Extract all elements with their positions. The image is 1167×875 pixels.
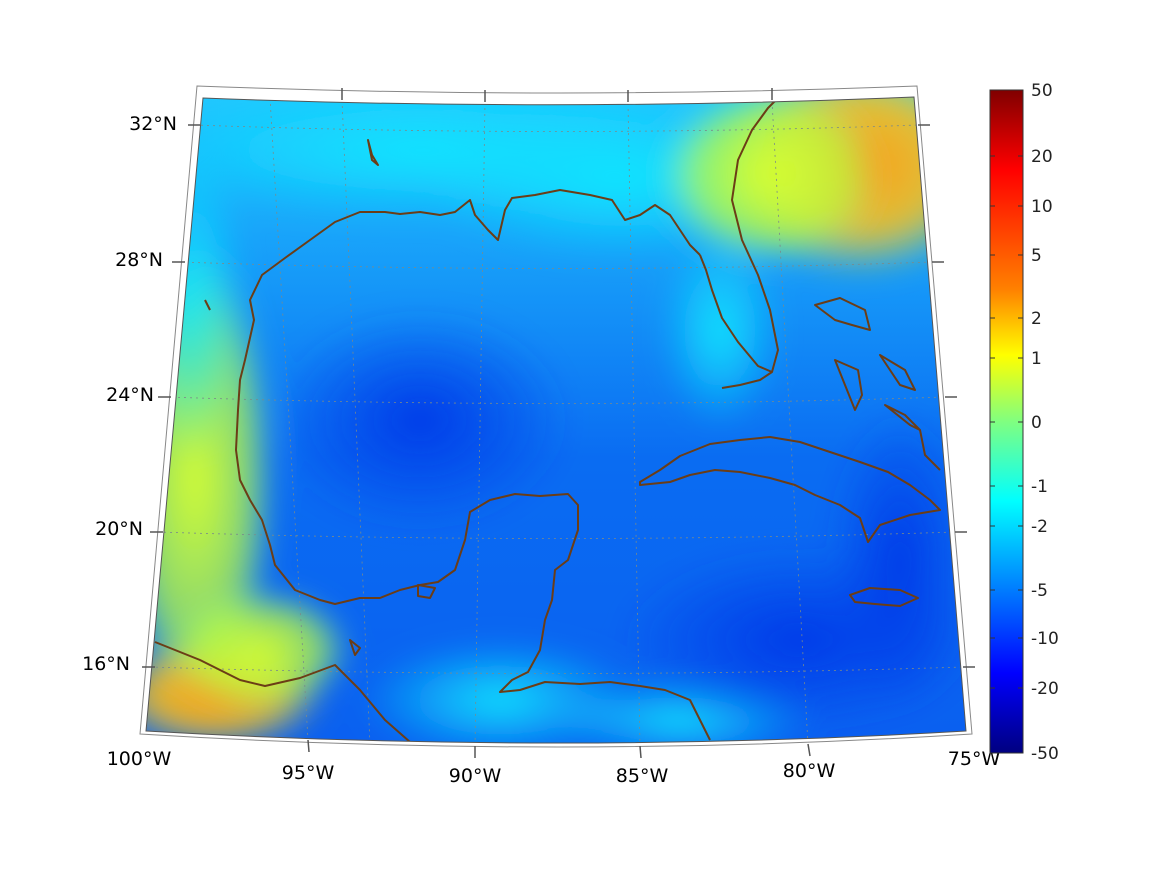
colorbar-scale: [989, 89, 1024, 754]
lon-label-100: 100°W: [107, 748, 172, 770]
lat-label-20: 20°N: [95, 518, 143, 540]
lon-label-80: 80°W: [783, 760, 836, 782]
colorbar-tick-label: -10: [1031, 629, 1059, 649]
lon-label-95: 95°W: [282, 762, 335, 784]
colorbar-tick-label: 5: [1031, 246, 1042, 266]
lon-label-85: 85°W: [616, 765, 669, 787]
lat-label-24: 24°N: [106, 384, 154, 406]
lon-label-90: 90°W: [449, 765, 502, 787]
colorbar-tick-label: -1: [1031, 477, 1048, 497]
lon-label-75: 75°W: [948, 748, 1001, 770]
longitude-labels: 100°W 95°W 90°W 85°W 80°W 75°W: [107, 748, 1001, 787]
lat-label-16: 16°N: [82, 653, 130, 675]
lat-label-32: 32°N: [129, 113, 177, 135]
latitude-labels: 32°N 28°N 24°N 20°N 16°N: [82, 113, 177, 675]
colorbar-tick-label: 0: [1031, 413, 1042, 433]
colorbar-tick-label: 1: [1031, 349, 1042, 369]
colorbar-tick-label: 50: [1031, 81, 1053, 101]
data-field: [146, 97, 966, 743]
lat-label-28: 28°N: [115, 249, 163, 271]
coastlines: [154, 97, 941, 743]
colorbar-tick-label: -20: [1031, 679, 1059, 699]
colorbar-tick-label: 10: [1031, 197, 1053, 217]
colorbar-tick-label: 20: [1031, 147, 1053, 167]
colorbar-tick-label: -2: [1031, 517, 1048, 537]
colorbar-tick-label: -5: [1031, 581, 1048, 601]
graticule: [149, 97, 964, 743]
colorbar-tick-label: 2: [1031, 309, 1042, 329]
colorbar-tick-label: -50: [1031, 744, 1059, 764]
map-frame: [139, 85, 975, 759]
